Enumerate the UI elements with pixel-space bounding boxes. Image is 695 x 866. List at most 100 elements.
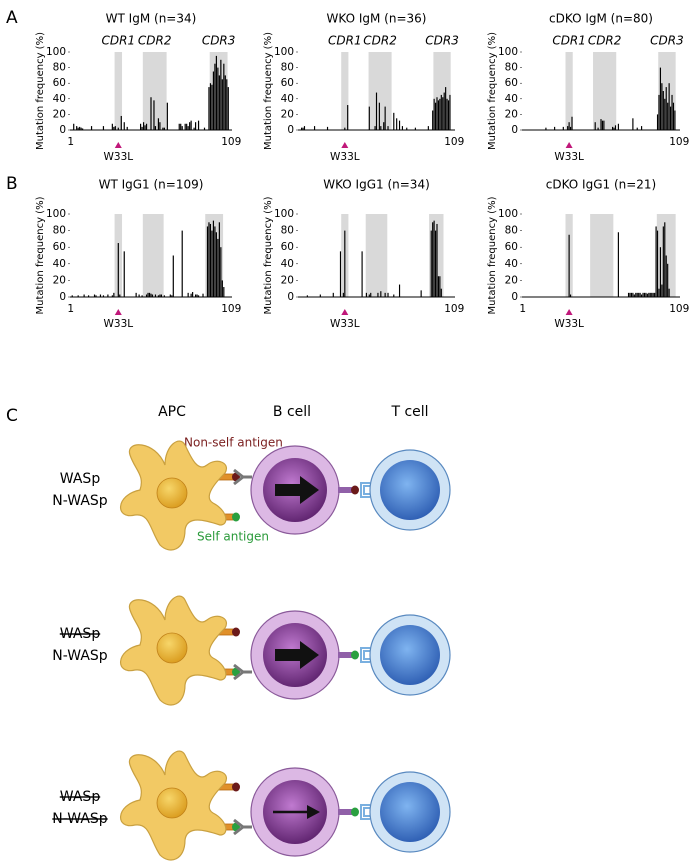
bar	[113, 126, 115, 130]
bar	[568, 234, 570, 297]
y-tick-label: 100	[274, 208, 294, 220]
bar	[661, 83, 663, 130]
bar	[630, 292, 633, 297]
y-tick-label: 20	[53, 108, 66, 120]
bar	[301, 127, 303, 130]
column-header: APC	[158, 404, 186, 420]
bar	[221, 280, 223, 297]
bar	[665, 87, 667, 130]
bar	[446, 98, 448, 130]
cdr-region	[142, 214, 164, 297]
bar	[414, 127, 416, 130]
bar	[187, 126, 189, 130]
bar	[190, 120, 192, 130]
bar	[217, 238, 219, 297]
t-cell	[369, 771, 451, 853]
cdr-region	[368, 52, 392, 130]
y-tick-label: 20	[281, 108, 294, 120]
bar	[151, 294, 154, 297]
diagram-row: WASp N-WASp	[52, 595, 451, 706]
bar	[594, 122, 596, 130]
bar	[142, 122, 145, 130]
bar	[117, 243, 119, 297]
bar	[636, 127, 638, 130]
bar	[667, 102, 669, 130]
bar	[226, 79, 228, 130]
mutation-label: W33L	[104, 318, 134, 330]
bar	[126, 126, 128, 130]
bar	[194, 122, 197, 130]
cdr-region	[209, 52, 228, 130]
bar	[365, 292, 367, 297]
bar	[617, 123, 619, 130]
bar	[194, 294, 197, 297]
bar	[303, 126, 306, 130]
cdr-region	[205, 214, 224, 297]
bar	[645, 292, 647, 297]
y-tick-label: 40	[505, 258, 518, 270]
mutation-label: W33L	[554, 151, 584, 163]
bar	[643, 292, 646, 297]
y-tick-label: 20	[505, 108, 518, 120]
cdr-label: CDR1	[102, 34, 136, 48]
bar	[567, 126, 569, 130]
bar	[664, 98, 666, 130]
bar	[437, 276, 440, 297]
bar	[656, 230, 659, 297]
bar	[171, 295, 173, 297]
y-axis-label: Mutation frequency (%)	[263, 196, 274, 314]
bar	[597, 127, 599, 130]
bar	[193, 127, 195, 130]
bar	[208, 222, 210, 297]
y-tick-label: 0	[287, 291, 294, 303]
bar	[73, 123, 75, 130]
bar	[612, 126, 614, 130]
mutation-marker	[341, 142, 349, 148]
bar	[613, 127, 615, 130]
y-tick-label: 100	[274, 46, 294, 58]
bar	[159, 294, 161, 297]
bar	[433, 98, 435, 130]
bar	[639, 292, 641, 297]
y-axis-label: Mutation frequency (%)	[487, 196, 498, 314]
tcr	[360, 804, 370, 820]
bar	[148, 292, 151, 297]
y-tick-label: 0	[511, 124, 518, 136]
bar	[145, 294, 148, 297]
bar	[384, 292, 386, 297]
bar	[600, 119, 602, 130]
bar	[374, 126, 376, 130]
y-tick-label: 60	[53, 77, 66, 89]
bar	[603, 120, 605, 130]
bar	[652, 292, 654, 297]
x-tick-label: 109	[221, 303, 241, 315]
y-tick-label: 40	[281, 258, 294, 270]
mutation-label: W33L	[330, 151, 360, 163]
arrow-head	[307, 805, 320, 819]
bar	[212, 220, 215, 297]
bar	[368, 106, 370, 130]
bar	[659, 247, 662, 297]
self-antigen	[232, 512, 240, 522]
bar	[642, 292, 644, 297]
bar	[601, 120, 604, 130]
bar	[141, 295, 143, 297]
y-tick-label: 60	[53, 241, 66, 253]
cdr-label: CDR1	[328, 34, 362, 48]
y-axis-label: Mutation frequency (%)	[35, 32, 46, 150]
bar	[117, 127, 119, 130]
bar	[636, 292, 638, 297]
cdr-region	[341, 52, 349, 130]
bar	[166, 102, 168, 130]
x-tick-label: 109	[669, 303, 689, 315]
bar	[206, 226, 209, 297]
bar	[571, 116, 573, 130]
bar	[218, 75, 220, 130]
bar	[439, 98, 441, 130]
y-tick-label: 80	[53, 225, 66, 237]
bar	[641, 126, 643, 130]
panel-label: B	[6, 174, 18, 194]
bar	[83, 294, 85, 297]
bar	[339, 251, 342, 297]
